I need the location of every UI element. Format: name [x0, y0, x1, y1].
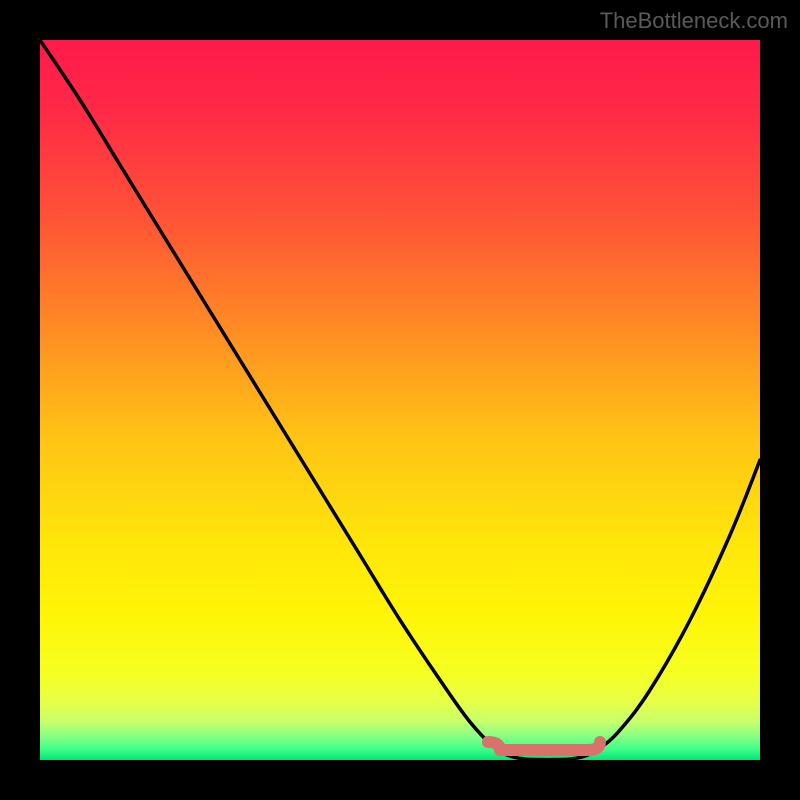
chart-stage: TheBottleneck.com [0, 0, 800, 800]
plot-background [40, 40, 760, 760]
bottleneck-chart [0, 0, 800, 800]
watermark-text: TheBottleneck.com [600, 8, 788, 34]
